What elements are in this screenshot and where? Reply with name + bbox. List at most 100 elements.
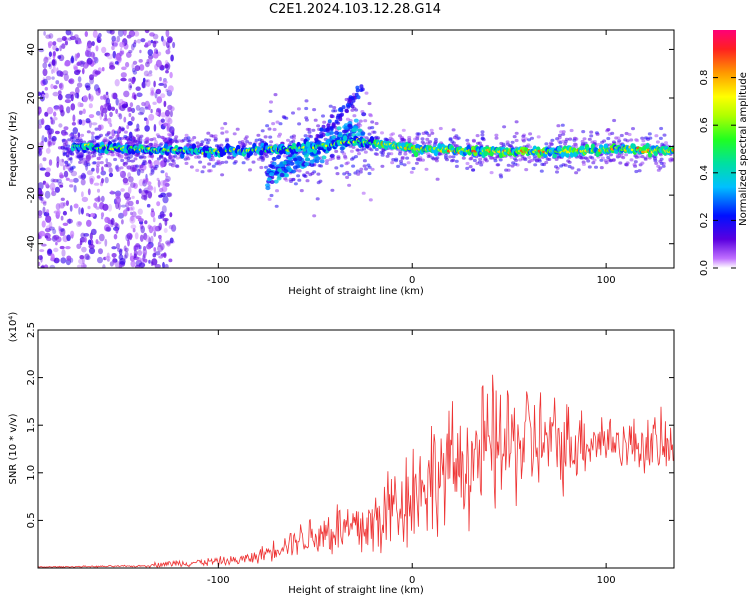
snr-x-axis-label: Height of straight line (km) (288, 585, 424, 596)
snr-y-axis-label: SNR (10 * v/v) (8, 413, 19, 484)
spectral-halo-point (655, 140, 660, 144)
spectral-halo-point (168, 137, 173, 141)
spectral-noise-point (89, 74, 94, 81)
spectral-halo-point (437, 152, 442, 156)
spectral-halo-point (578, 155, 583, 159)
spectral-halo-point (116, 129, 121, 133)
spectral-noise-point (167, 104, 173, 111)
spectral-noise-point (56, 209, 61, 216)
spectral-noise-point (55, 80, 60, 85)
spectral-noise-point (112, 258, 118, 263)
spectral-noise-point (110, 190, 114, 195)
spectral-halo-point (431, 157, 436, 161)
spectral-halo-point (640, 155, 645, 159)
spectral-noise-point (137, 249, 143, 256)
snr-marks (38, 374, 674, 568)
spectral-noise-point (118, 264, 122, 268)
spectral-halo-point (112, 139, 117, 143)
spectral-noise-point (138, 188, 142, 194)
spectral-noise-point (38, 210, 43, 216)
spectral-noise-point (165, 175, 171, 182)
spectral-feature-point (319, 127, 324, 132)
spectral-noise-point (143, 258, 148, 263)
spectral-halo-point (186, 157, 191, 161)
spectral-noise-point (61, 43, 66, 49)
spectral-noise-point (65, 93, 72, 99)
spectral-halo-point (303, 174, 308, 178)
spectral-noise-point (118, 113, 123, 120)
spectral-halo-point (388, 136, 393, 140)
spectral-halo-point (205, 141, 210, 145)
spectral-feature-point (329, 125, 334, 130)
spectral-noise-point (103, 117, 108, 122)
spectral-noise-point (44, 124, 51, 131)
spectral-halo-point (265, 124, 270, 128)
spectral-noise-point (76, 82, 83, 88)
spectral-noise-point (52, 228, 57, 235)
spectral-halo-point (296, 174, 301, 178)
spectral-halo-point (592, 158, 597, 162)
spectral-halo-point (465, 166, 470, 170)
spectral-noise-point (45, 56, 52, 60)
spectral-noise-point (141, 101, 146, 107)
spectral-halo-point (268, 135, 273, 139)
spectral-noise-point (125, 61, 130, 68)
snr-x-tick-label: 0 (409, 575, 415, 586)
spectral-halo-point (600, 156, 605, 160)
spectral-noise-point (139, 234, 144, 242)
spectral-noise-point (162, 217, 169, 222)
spectral-noise-point (119, 257, 126, 265)
snr-frame (37, 329, 675, 569)
spectral-noise-point (65, 30, 71, 36)
spectral-halo-point (576, 168, 581, 172)
spectral-noise-point (90, 51, 95, 58)
spectral-halo-point (394, 157, 399, 161)
spectral-noise-point (114, 53, 121, 62)
spectral-noise-point (47, 41, 54, 47)
spectral-halo-point (640, 136, 645, 140)
spectral-noise-point (156, 96, 163, 104)
spectral-halo-point (123, 135, 128, 139)
spectral-noise-point (49, 264, 56, 268)
spectral-noise-point (61, 249, 66, 257)
spectral-halo-point (656, 164, 661, 168)
spectral-noise-point (57, 93, 63, 101)
spectral-noise-point (59, 231, 63, 237)
spectral-noise-point (136, 38, 141, 44)
spectral-noise-point (70, 57, 75, 64)
spectral-noise-point (104, 176, 109, 184)
spectral-noise-point (88, 93, 91, 100)
spectral-halo-point (259, 165, 264, 170)
spectral-noise-point (165, 40, 170, 49)
spectral-noise-point (85, 85, 91, 91)
spectral-halo-point (499, 141, 504, 146)
spectral-halo-point (641, 139, 646, 143)
spectral-noise-point (131, 166, 137, 172)
spectral-halo-point (405, 156, 410, 160)
spectral-halo-point (443, 154, 448, 158)
spectral-noise-point (120, 204, 127, 208)
spectral-noise-point (132, 60, 138, 65)
spectral-halo-point (245, 140, 250, 144)
spectral-noise-point (41, 264, 45, 268)
spectral-halo-point (602, 139, 607, 143)
spectral-noise-point (102, 107, 108, 114)
spectral-feature-point (286, 160, 291, 165)
spectral-halo-point (581, 156, 586, 160)
spectral-halo-point (330, 188, 335, 192)
spectral-halo-point (514, 120, 519, 124)
spectral-noise-point (165, 30, 170, 38)
spectral-halo-point (154, 164, 159, 168)
spectral-halo-point (124, 161, 129, 165)
spectral-halo-point (211, 164, 216, 168)
spectral-halo-point (421, 131, 426, 135)
spectral-noise-point (74, 92, 79, 99)
spectral-noise-point (132, 228, 136, 233)
spectral-noise-point (142, 77, 146, 83)
spectral-noise-point (128, 131, 133, 139)
spectral-noise-point (109, 30, 115, 35)
spectral-ridge-point (460, 148, 465, 151)
spectral-halo-point (61, 138, 66, 142)
spectral-noise-point (91, 167, 95, 172)
spectral-halo-point (637, 169, 642, 173)
